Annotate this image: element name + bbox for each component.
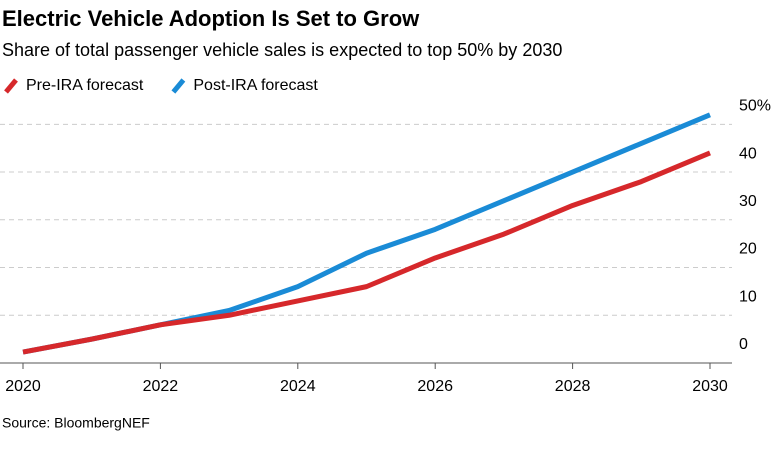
- legend-label: Pre-IRA forecast: [26, 77, 144, 94]
- x-tick-label: 2030: [692, 378, 728, 395]
- y-tick-label: 30: [739, 193, 757, 210]
- legend-label: Post-IRA forecast: [193, 77, 318, 94]
- line-series: [22, 150, 711, 355]
- chart-title: Electric Vehicle Adoption Is Set to Grow: [2, 6, 420, 31]
- legend-marker: [171, 78, 186, 94]
- line-series: [22, 112, 711, 355]
- y-tick-label: 50%: [739, 98, 771, 115]
- x-tick-label: 2026: [417, 378, 453, 395]
- chart-subtitle: Share of total passenger vehicle sales i…: [2, 40, 562, 60]
- x-tick-label: 2022: [143, 378, 179, 395]
- source: Source: BloombergNEF: [2, 415, 150, 431]
- legend-marker: [4, 78, 18, 94]
- y-tick-label: 0: [739, 336, 748, 353]
- x-tick-label: 2020: [5, 378, 41, 395]
- x-tick-label: 2028: [555, 378, 591, 395]
- y-tick-label: 20: [739, 241, 757, 258]
- y-tick-label: 10: [739, 288, 757, 305]
- x-tick-label: 2024: [280, 378, 316, 395]
- y-tick-label: 40: [739, 145, 757, 162]
